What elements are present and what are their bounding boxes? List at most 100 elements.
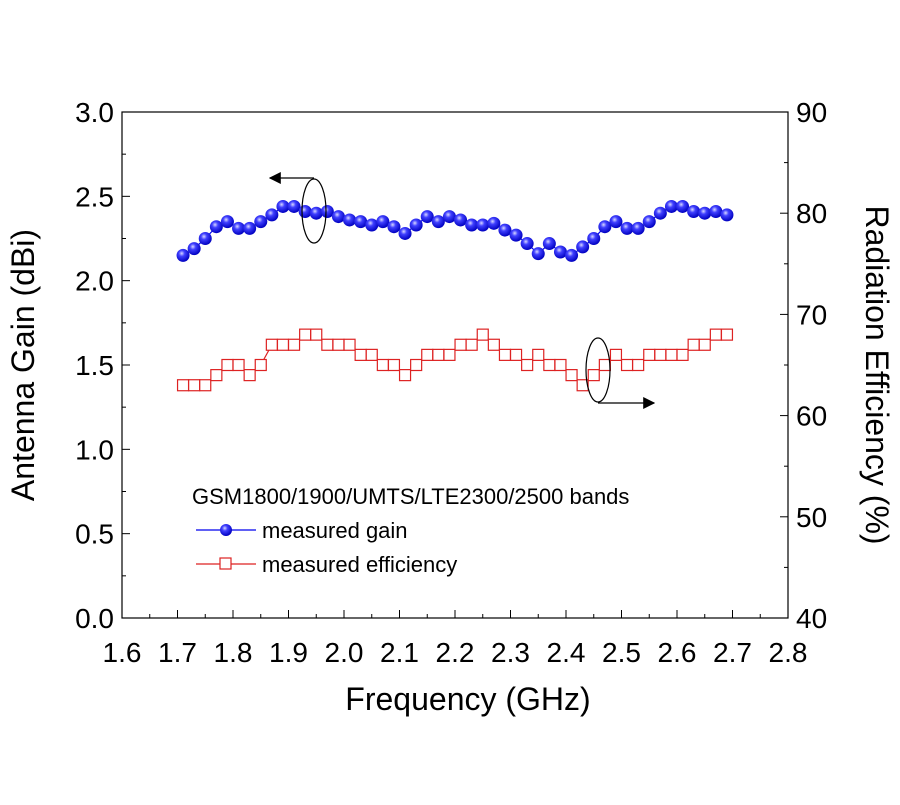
efficiency-point [676, 348, 689, 361]
efficiency-point [521, 358, 534, 372]
efficiency-point [410, 358, 423, 372]
efficiency-point [310, 328, 323, 341]
legend-gain-label: measured gain [262, 518, 408, 543]
legend-efficiency-label: measured efficiency [262, 552, 457, 577]
gain-point [498, 223, 512, 237]
gain-point [565, 248, 579, 262]
efficiency-point [287, 338, 301, 351]
gain-point [398, 226, 412, 240]
gain-point [343, 213, 357, 227]
efficiency-point [188, 379, 201, 392]
gain-point [642, 215, 656, 229]
efficiency-point [243, 369, 256, 382]
efficiency-point [476, 328, 489, 341]
efficiency-point [609, 348, 623, 361]
gain-point [265, 208, 279, 222]
efficiency-point [299, 328, 312, 341]
gain-point [220, 215, 234, 229]
efficiency-point [632, 358, 645, 372]
efficiency-point [687, 338, 700, 351]
gain-point [609, 215, 623, 229]
efficiency-point [199, 379, 212, 392]
y-tick-label: 3.0 [75, 97, 114, 128]
gain-point [542, 237, 556, 251]
efficiency-point [321, 338, 334, 351]
efficiency-point [354, 348, 367, 361]
x-tick-label: 1.8 [214, 637, 253, 668]
efficiency-point [365, 348, 378, 361]
efficiency-point [376, 358, 389, 372]
gain-point [487, 216, 501, 230]
efficiency-point [176, 379, 190, 392]
efficiency-point [720, 328, 734, 341]
gain-point [653, 206, 667, 220]
gain-point [409, 218, 423, 232]
legend: GSM1800/1900/UMTS/LTE2300/2500 bands mea… [192, 484, 629, 577]
y2-tick-label: 70 [796, 299, 827, 330]
x-axis-label: Frequency (GHz) [345, 681, 590, 717]
efficiency-point [265, 338, 278, 351]
x-tick-label: 1.6 [103, 637, 142, 668]
x-tick-label: 1.7 [158, 637, 197, 668]
gain-point [309, 206, 323, 220]
efficiency-point [509, 348, 523, 361]
gain-point [687, 205, 701, 219]
gain-point [598, 220, 612, 234]
x-tick-label: 2.7 [713, 637, 752, 668]
gain-point [454, 213, 468, 227]
x-tick-label: 2.2 [436, 637, 475, 668]
gain-point [709, 205, 723, 219]
gain-point [509, 228, 523, 242]
efficiency-point [598, 358, 611, 372]
y-axis-label: Antenna Gain (dBi) [5, 229, 41, 501]
gain-point [442, 210, 456, 224]
y2-tick-label: 80 [796, 198, 827, 229]
y2-tick-label: 40 [796, 603, 827, 634]
gain-point [420, 210, 434, 224]
y2-tick-label: 50 [796, 502, 827, 533]
gain-point [276, 199, 290, 213]
legend-efficiency-marker [219, 557, 232, 570]
y2-tick-label: 90 [796, 97, 827, 128]
efficiency-point [620, 358, 634, 372]
efficiency-point [343, 338, 356, 351]
y-tick-label: 1.0 [75, 434, 114, 465]
efficiency-point [709, 328, 722, 341]
efficiency-point [587, 369, 600, 382]
efficiency-point [221, 358, 234, 372]
gain-point [698, 206, 712, 220]
efficiency-point [398, 369, 412, 382]
legend-title: GSM1800/1900/UMTS/LTE2300/2500 bands [192, 484, 629, 509]
y-tick-label: 1.5 [75, 350, 114, 381]
efficiency-point [565, 369, 578, 382]
gain-point [354, 215, 368, 229]
gain-point [287, 199, 301, 213]
gain-point [531, 247, 545, 261]
y-tick-label: 2.5 [75, 181, 114, 212]
legend-gain-marker [220, 524, 232, 536]
gain-point [232, 221, 246, 235]
efficiency-point [554, 358, 567, 372]
gain-point [198, 232, 212, 245]
x-tick-label: 1.9 [269, 637, 308, 668]
x-tick-label: 2.0 [325, 637, 364, 668]
efficiency-point [465, 338, 478, 351]
gain-point [720, 208, 734, 222]
efficiency-point [254, 358, 267, 372]
gain-point [620, 221, 634, 235]
efficiency-point [443, 348, 456, 361]
efficiency-curve-marker-ellipse [585, 337, 611, 403]
efficiency-point [387, 358, 401, 372]
gain-point [365, 218, 379, 232]
gain-point [553, 245, 567, 259]
gain-point [676, 199, 690, 213]
y-tick-label: 0.0 [75, 603, 114, 634]
efficiency-point [576, 379, 589, 392]
gain-point [631, 221, 645, 235]
efficiency-point [454, 338, 467, 351]
gain-point [664, 199, 678, 213]
efficiency-point [332, 338, 345, 351]
gain-point [320, 205, 334, 219]
gain-point [576, 240, 590, 254]
y2-tick-label: 60 [796, 401, 827, 432]
